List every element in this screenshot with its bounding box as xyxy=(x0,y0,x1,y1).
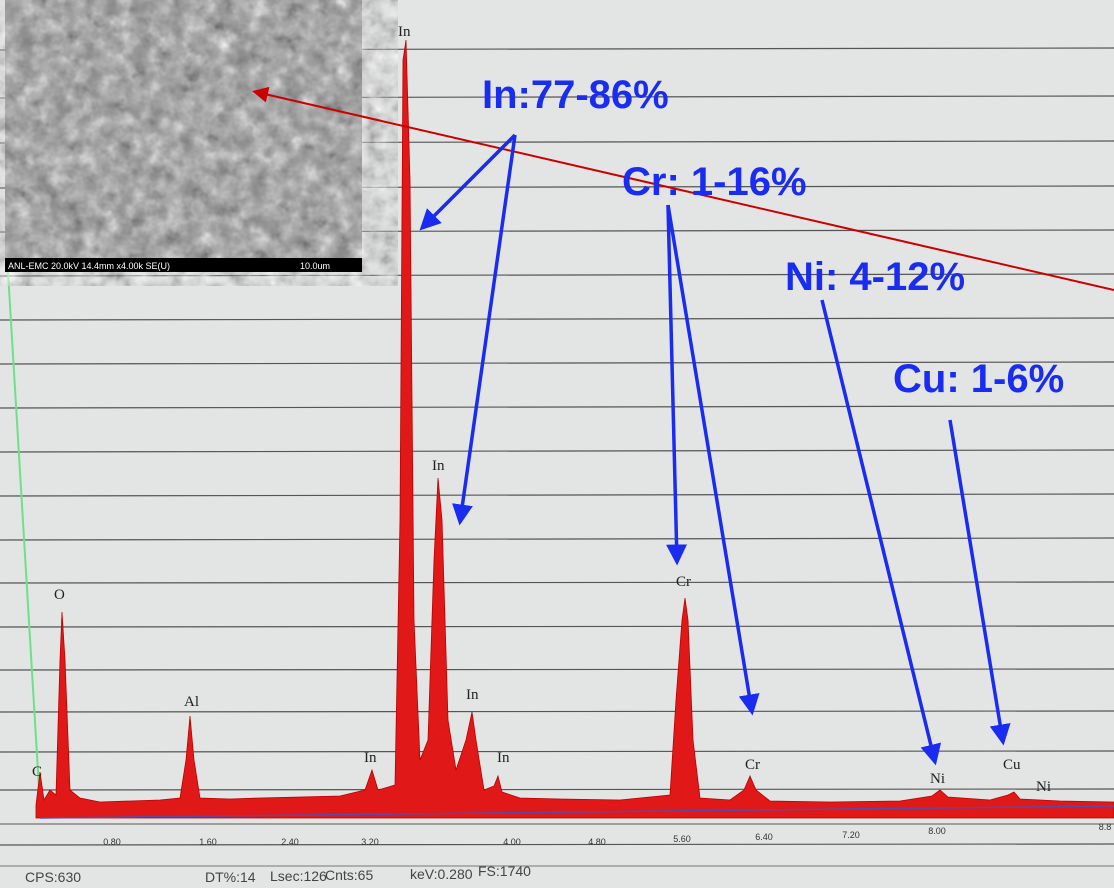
x-tick-label: 4.00 xyxy=(503,837,521,847)
status-item: Cnts:65 xyxy=(325,867,373,883)
x-tick-label: 0.80 xyxy=(103,837,121,847)
x-tick-label: 2.40 xyxy=(281,837,299,847)
status-item: CPS:630 xyxy=(25,869,81,885)
annotations: In:77-86% Cr: 1-16% Ni: 4-12% Cu: 1-6% xyxy=(482,73,1064,401)
peak-label: In xyxy=(432,458,445,474)
status-bar: CPS:630 DT%:14 Lsec:126 Cnts:65 keV:0.28… xyxy=(25,863,531,885)
status-item: Lsec:126 xyxy=(270,868,327,884)
annotation: Cu: 1-6% xyxy=(893,357,1064,401)
x-tick-label: 6.40 xyxy=(755,832,773,842)
x-tick-label: 8.00 xyxy=(928,826,946,836)
peak-label: Ni xyxy=(1036,779,1051,795)
x-tick-label: 4.80 xyxy=(588,837,606,847)
status-item: DT%:14 xyxy=(205,869,256,885)
annotation: Cr: 1-16% xyxy=(622,160,807,204)
sem-scale: 10.0um xyxy=(300,261,330,271)
peak-label: O xyxy=(54,587,65,603)
peak-label: In xyxy=(497,750,510,766)
sem-caption: ANL-EMC 20.0kV 14.4mm x4.00k SE(U) xyxy=(8,261,170,271)
annotation: Ni: 4-12% xyxy=(785,255,965,299)
pointer-line xyxy=(252,86,1114,291)
x-tick-label: 5.60 xyxy=(673,834,691,844)
marker-line xyxy=(7,271,41,806)
x-tick-label: 1.60 xyxy=(199,837,217,847)
x-tick-labels: 0.80 1.60 2.40 3.20 4.00 4.80 5.60 6.40 … xyxy=(103,822,1111,847)
status-item: FS:1740 xyxy=(478,863,531,879)
spectrum xyxy=(35,39,1114,819)
x-tick-label: 3.20 xyxy=(361,837,379,847)
peak-label: Ni xyxy=(930,771,945,787)
peak-label: In xyxy=(364,750,377,766)
peak-label: In xyxy=(398,24,411,40)
peak-label: Cr xyxy=(676,574,691,590)
baseline xyxy=(39,805,1114,819)
x-tick-label: 7.20 xyxy=(842,830,860,840)
peak-label: Al xyxy=(184,694,199,710)
sem-caption-bar xyxy=(5,258,362,272)
annotation: In:77-86% xyxy=(482,73,669,117)
peak-labels: In In In In In O Al Cr Cr Ni Cu Ni C xyxy=(32,24,1051,795)
peak-label: Cu xyxy=(1003,757,1021,773)
status-item: keV:0.280 xyxy=(410,866,473,882)
sem-inset: ANL-EMC 20.0kV 14.4mm x4.00k SE(U) 10.0u… xyxy=(5,0,362,272)
peak-label: C xyxy=(32,764,42,780)
peak-label: Cr xyxy=(745,757,760,773)
x-tick-label: 8.8 xyxy=(1099,822,1112,832)
arrows xyxy=(419,133,1011,766)
sem-image xyxy=(5,0,362,260)
peak-label: In xyxy=(466,687,479,703)
